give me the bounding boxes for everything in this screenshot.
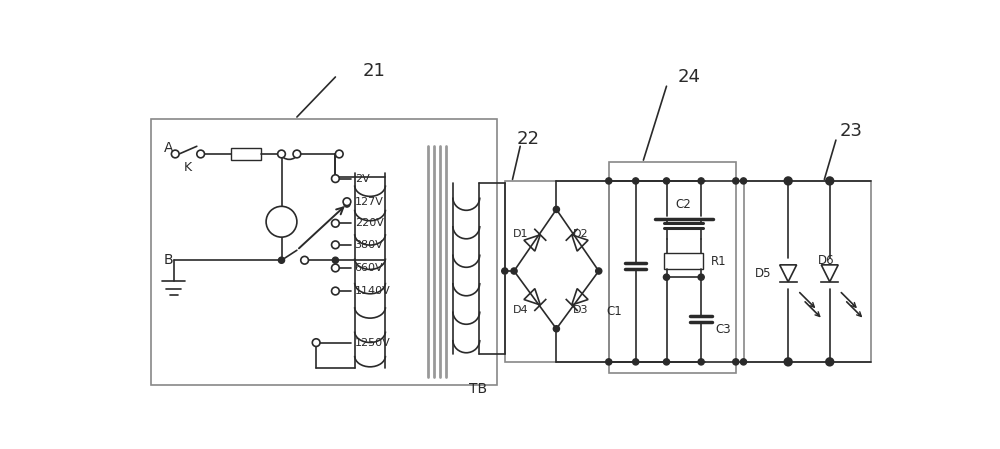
Circle shape <box>266 207 297 237</box>
Text: D2: D2 <box>573 229 589 239</box>
Circle shape <box>827 178 833 184</box>
Circle shape <box>698 359 704 365</box>
Circle shape <box>344 201 350 207</box>
Circle shape <box>663 274 670 280</box>
Circle shape <box>826 177 834 185</box>
Circle shape <box>698 178 704 184</box>
Circle shape <box>335 150 343 158</box>
Circle shape <box>740 178 747 184</box>
Circle shape <box>784 177 792 185</box>
Text: 24: 24 <box>678 68 701 86</box>
Text: B: B <box>164 253 173 267</box>
Bar <box>151 119 497 385</box>
Circle shape <box>332 264 339 272</box>
Circle shape <box>197 150 205 158</box>
Circle shape <box>332 287 339 295</box>
Text: 220V: 220V <box>355 218 384 228</box>
Circle shape <box>332 175 339 182</box>
Bar <box>505 181 609 362</box>
Text: 22: 22 <box>516 130 539 148</box>
Circle shape <box>553 326 559 332</box>
Circle shape <box>606 178 612 184</box>
Bar <box>609 162 736 374</box>
Text: K: K <box>183 161 192 174</box>
Bar <box>744 181 871 362</box>
Text: D6: D6 <box>818 254 834 267</box>
Circle shape <box>293 150 301 158</box>
Text: 660V: 660V <box>355 263 383 273</box>
Bar <box>664 252 703 269</box>
Circle shape <box>826 358 834 366</box>
Circle shape <box>740 359 747 365</box>
Circle shape <box>733 178 739 184</box>
Circle shape <box>596 268 602 274</box>
Text: 127V: 127V <box>355 197 384 207</box>
Text: D3: D3 <box>573 305 589 315</box>
Text: 1140V: 1140V <box>355 286 390 296</box>
Text: C3: C3 <box>715 323 731 336</box>
Text: 23: 23 <box>840 122 863 140</box>
Circle shape <box>733 359 739 365</box>
Circle shape <box>332 241 339 249</box>
Circle shape <box>171 150 179 158</box>
Circle shape <box>784 358 792 366</box>
Circle shape <box>698 274 704 280</box>
Text: 2V: 2V <box>355 174 369 184</box>
Text: A: A <box>164 141 173 155</box>
Circle shape <box>827 359 833 365</box>
Circle shape <box>332 257 338 263</box>
Circle shape <box>663 178 670 184</box>
Bar <box>231 148 261 160</box>
Text: D5: D5 <box>755 267 771 280</box>
Text: D1: D1 <box>513 229 529 239</box>
Circle shape <box>278 150 285 158</box>
Circle shape <box>343 198 351 206</box>
Text: C1: C1 <box>606 305 622 318</box>
Text: 1250V: 1250V <box>355 338 390 348</box>
Text: V: V <box>276 215 287 229</box>
Text: D4: D4 <box>513 305 529 315</box>
Text: C2: C2 <box>676 198 691 211</box>
Text: 21: 21 <box>362 62 385 80</box>
Circle shape <box>663 359 670 365</box>
Circle shape <box>332 220 339 227</box>
Circle shape <box>511 268 517 274</box>
Text: TB: TB <box>469 382 487 396</box>
Text: 380V: 380V <box>355 240 383 250</box>
Circle shape <box>502 268 508 274</box>
Circle shape <box>312 339 320 347</box>
Circle shape <box>633 359 639 365</box>
Circle shape <box>633 178 639 184</box>
Circle shape <box>278 257 285 263</box>
Circle shape <box>785 178 791 184</box>
Circle shape <box>301 256 308 264</box>
Circle shape <box>606 359 612 365</box>
Circle shape <box>785 359 791 365</box>
Circle shape <box>553 207 559 212</box>
Text: R1: R1 <box>710 255 726 268</box>
